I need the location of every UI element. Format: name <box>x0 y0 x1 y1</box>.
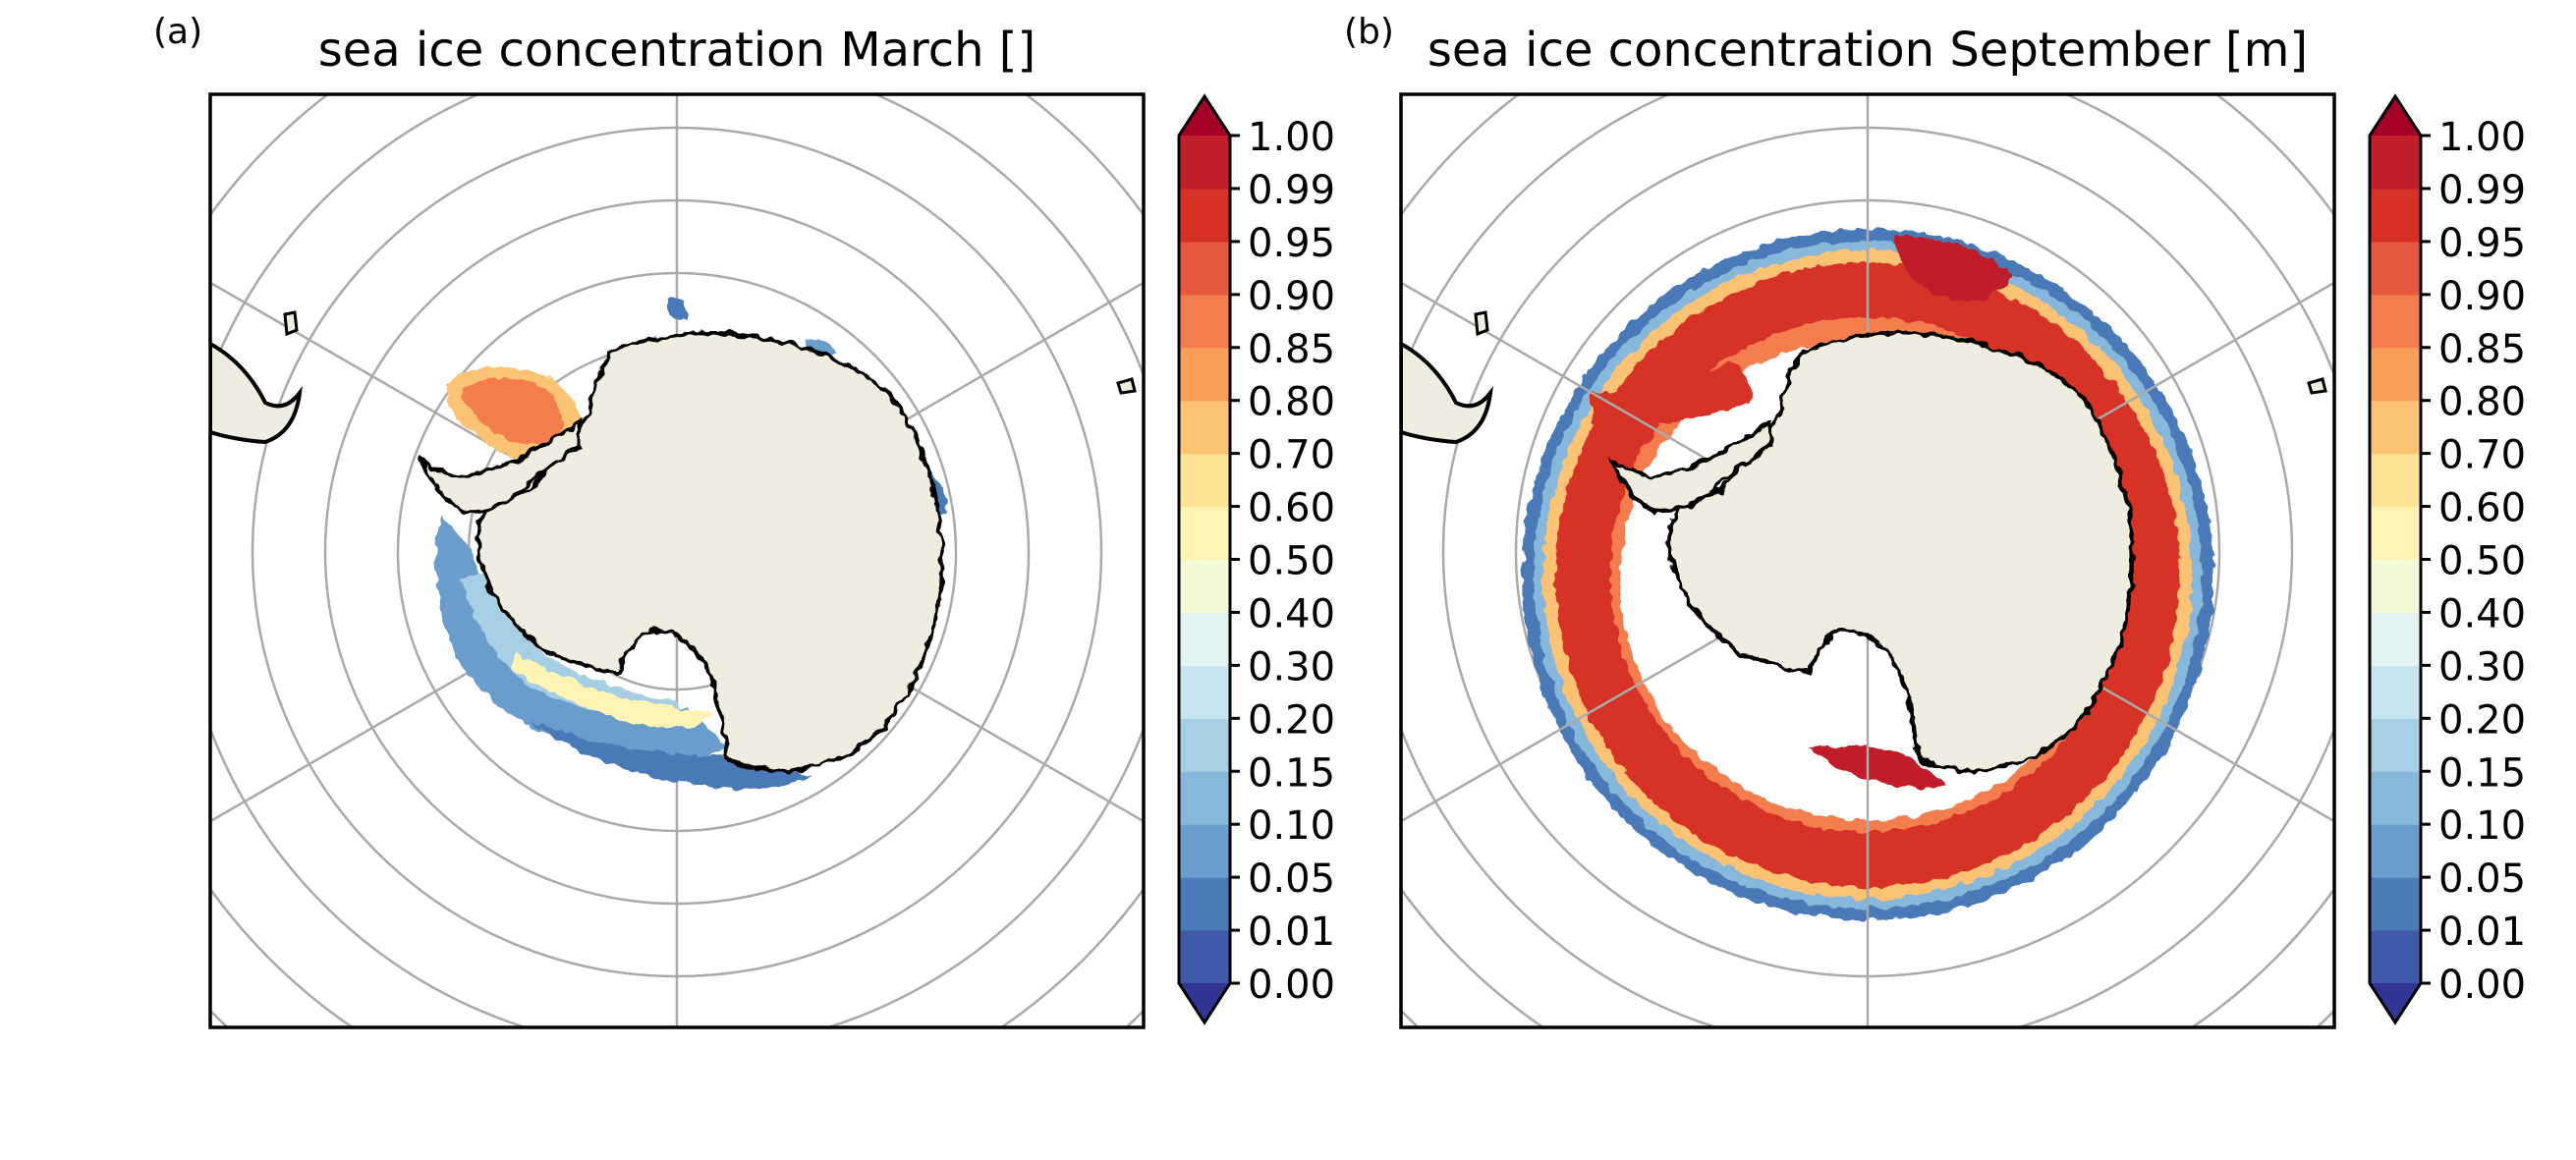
colorbar-bin <box>1179 718 1230 772</box>
colorbar-bin <box>2370 347 2421 402</box>
colorbar-tick-label: 0.00 <box>2438 963 2526 1008</box>
colorbar-bin <box>2370 665 2421 719</box>
antarctic-peninsula-a <box>419 418 582 514</box>
colorbar-tick-label: 0.90 <box>2438 274 2526 319</box>
colorbar-bin <box>2370 400 2421 455</box>
map-frame-a <box>208 92 1146 1029</box>
colorbar-tick-label: 1.00 <box>2438 115 2526 160</box>
colorbar-tick-label: 0.99 <box>1248 168 1335 213</box>
colorbar-tick-label: 0.40 <box>1248 591 1335 636</box>
colorbar-tick-label: 0.40 <box>2438 591 2526 636</box>
map-b <box>1401 94 2334 1027</box>
colorbar-bin <box>1179 665 1230 719</box>
map-a <box>210 94 1144 1027</box>
colorbar-tick-label: 0.80 <box>1248 380 1335 425</box>
colorbar-tick-label: 0.05 <box>1248 856 1335 902</box>
colorbar-bin <box>2370 612 2421 666</box>
colorbar-bin <box>1179 877 1230 931</box>
colorbar-tick-label: 0.15 <box>1248 750 1335 796</box>
south-america-land-b <box>1401 341 1493 445</box>
colorbar-tick-label: 0.20 <box>1248 697 1335 743</box>
colorbar-bin <box>2370 824 2421 878</box>
colorbar-bin <box>2370 294 2421 349</box>
colorbar-extend-min <box>2370 983 2421 1022</box>
colorbar-tick-label: 0.10 <box>1248 803 1335 849</box>
colorbar-bin <box>2370 136 2421 190</box>
map-frame-b <box>1399 92 2336 1029</box>
panel-title-b: sea ice concentration September [m] <box>1428 23 2308 78</box>
colorbar-bin <box>2370 506 2421 561</box>
colorbar-bin <box>1179 188 1230 243</box>
colorbar-tick-label: 0.80 <box>2438 380 2526 425</box>
colorbar-tick-label: 0.99 <box>2438 168 2526 213</box>
colorbar-tick-label: 0.30 <box>2438 644 2526 690</box>
colorbar-bin <box>2370 930 2421 984</box>
colorbar-bin <box>2370 877 2421 931</box>
colorbar-bin <box>2370 241 2421 296</box>
colorbar-tick-label: 0.90 <box>1248 274 1335 319</box>
colorbar-tick-label: 0.15 <box>2438 750 2526 796</box>
panel-b: (b) sea ice concentration September [m] <box>1344 12 2526 1029</box>
panel-letter-b: (b) <box>1344 12 1394 52</box>
colorbar-bin <box>1179 453 1230 508</box>
colorbar-tick-label: 0.01 <box>1248 910 1335 955</box>
colorbar-tick-label: 0.95 <box>1248 221 1335 266</box>
colorbar-tick-label: 0.05 <box>2438 856 2526 902</box>
colorbar-b: 0.00 0.01 0.05 0.10 0.15 0.20 0.30 0.40 0.50 0.60… <box>2368 93 2526 1025</box>
colorbar-bin <box>1179 559 1230 614</box>
colorbar-bin <box>1179 241 1230 296</box>
colorbar-tick-label: 0.95 <box>2438 221 2526 266</box>
colorbar-bin <box>1179 136 1230 190</box>
colorbar-tick-label: 0.70 <box>2438 433 2526 478</box>
colorbar-bin <box>2370 188 2421 243</box>
panel-letter-a: (a) <box>153 12 202 52</box>
colorbar-bin <box>1179 400 1230 455</box>
colorbar-bin <box>1179 771 1230 825</box>
panel-a: (a) sea ice concentration March [] <box>153 12 1335 1029</box>
island-b-2 <box>2307 377 2327 395</box>
panel-title-a: sea ice concentration March [] <box>318 23 1036 78</box>
colorbar-tick-label: 1.00 <box>1248 115 1335 160</box>
colorbar-tick-label: 0.60 <box>2438 486 2526 531</box>
colorbar-bin <box>2370 559 2421 614</box>
colorbar-tick-label: 0.01 <box>2438 910 2526 955</box>
colorbar-tick-label: 0.85 <box>2438 327 2526 372</box>
colorbar-bin <box>2370 453 2421 508</box>
colorbar-bin <box>1179 612 1230 666</box>
colorbar-tick-label: 0.00 <box>1248 963 1335 1008</box>
colorbar-tick-label: 0.50 <box>2438 539 2526 584</box>
colorbar-bin <box>1179 930 1230 984</box>
colorbar-tick-label: 0.10 <box>2438 803 2526 849</box>
colorbar-bin <box>1179 347 1230 402</box>
colorbar-a: 0.00 0.01 0.05 0.10 0.15 0.20 0.30 0.40 0.50 0.60… <box>1177 93 1335 1025</box>
colorbar-extend-max <box>2370 96 2421 136</box>
colorbar-tick-label: 0.50 <box>1248 539 1335 584</box>
south-america-land-a <box>210 341 303 445</box>
colorbar-bin <box>1179 294 1230 349</box>
island-b-1 <box>1474 310 1489 337</box>
colorbar-bin <box>1179 506 1230 561</box>
colorbar-bin <box>2370 771 2421 825</box>
colorbar-tick-label: 0.85 <box>1248 327 1335 372</box>
antarctic-peninsula-b <box>1609 418 1772 514</box>
colorbar-extend-max <box>1179 96 1230 136</box>
colorbar-extend-min <box>1179 983 1230 1022</box>
colorbar-bin <box>1179 824 1230 878</box>
colorbar-tick-label: 0.20 <box>2438 697 2526 743</box>
colorbar-tick-label: 0.70 <box>1248 433 1335 478</box>
colorbar-bin <box>2370 718 2421 772</box>
island-a-1 <box>283 310 299 337</box>
island-a-2 <box>1116 377 1137 395</box>
colorbar-tick-label: 0.30 <box>1248 644 1335 690</box>
colorbar-tick-label: 0.60 <box>1248 486 1335 531</box>
